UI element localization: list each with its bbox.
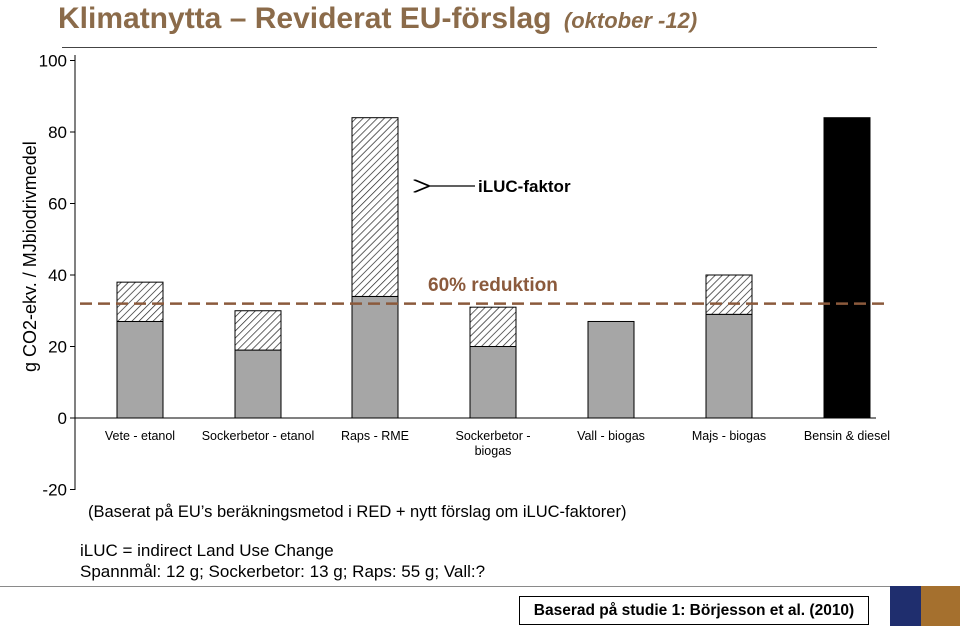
- bar-iluc: [469, 306, 517, 347]
- reduction-label: 60% reduktion: [428, 275, 558, 296]
- title-block: Klimatnytta – Reviderat EU-förslag (okto…: [58, 2, 697, 36]
- corner-block-blue: [890, 586, 921, 626]
- x-axis-labels: Vete - etanol Sockerbetor - etanol Raps - …: [105, 429, 890, 458]
- bar-iluc: [705, 274, 753, 315]
- y-tick-label: 40: [48, 266, 67, 285]
- y-axis-label: g CO2-ekv. / MJbiodrivmedel: [20, 141, 40, 372]
- bar-base: [823, 117, 871, 419]
- corner-block-brown: [921, 586, 960, 626]
- bar-base: [351, 295, 399, 419]
- bar-base: [469, 346, 517, 419]
- page-subtitle: (oktober -12): [563, 8, 698, 33]
- bar-iluc: [351, 117, 399, 297]
- y-tick-label: 60: [48, 195, 67, 214]
- bar-base: [705, 313, 753, 419]
- bar-base: [234, 349, 282, 419]
- x-category-label: Bensin & diesel: [804, 429, 890, 443]
- x-category-label: Sockerbetor - etanol: [202, 429, 315, 443]
- y-tick-label: 20: [48, 338, 67, 357]
- y-tick-label: -20: [42, 481, 67, 500]
- x-category-label: Sockerbetor -: [455, 429, 530, 443]
- source-citation: Baserad på studie 1: Börjesson et al. (2…: [519, 596, 869, 625]
- x-category-label: Vall - biogas: [577, 429, 645, 443]
- bar-base: [587, 320, 635, 419]
- x-category-label: biogas: [475, 444, 512, 458]
- iluc-values-note: Spannmål: 12 g; Sockerbetor: 13 g; Raps:…: [80, 562, 486, 581]
- bars-group: [116, 117, 871, 419]
- basis-note: (Baserat på EU’s beräkningsmetod i RED +…: [88, 503, 627, 521]
- y-tick-label: 100: [39, 52, 67, 71]
- bar-base: [116, 320, 164, 419]
- x-category-label: Raps - RME: [341, 429, 409, 443]
- footer-divider: [0, 586, 890, 587]
- iluc-definition: iLUC = indirect Land Use Change: [80, 541, 334, 560]
- page-title: Klimatnytta – Reviderat EU-förslag: [58, 2, 552, 35]
- iluc-annotation: iLUC-faktor: [478, 177, 571, 196]
- y-tick-label: 0: [58, 409, 67, 428]
- x-category-label: Majs - biogas: [692, 429, 766, 443]
- y-tick-label: 80: [48, 123, 67, 142]
- y-axis-ticks: 100 80 60 40 20 0 -20: [39, 52, 75, 500]
- x-category-label: Vete - etanol: [105, 429, 175, 443]
- title-divider: [62, 47, 877, 48]
- bar-iluc: [116, 281, 164, 322]
- bar-iluc: [234, 310, 282, 351]
